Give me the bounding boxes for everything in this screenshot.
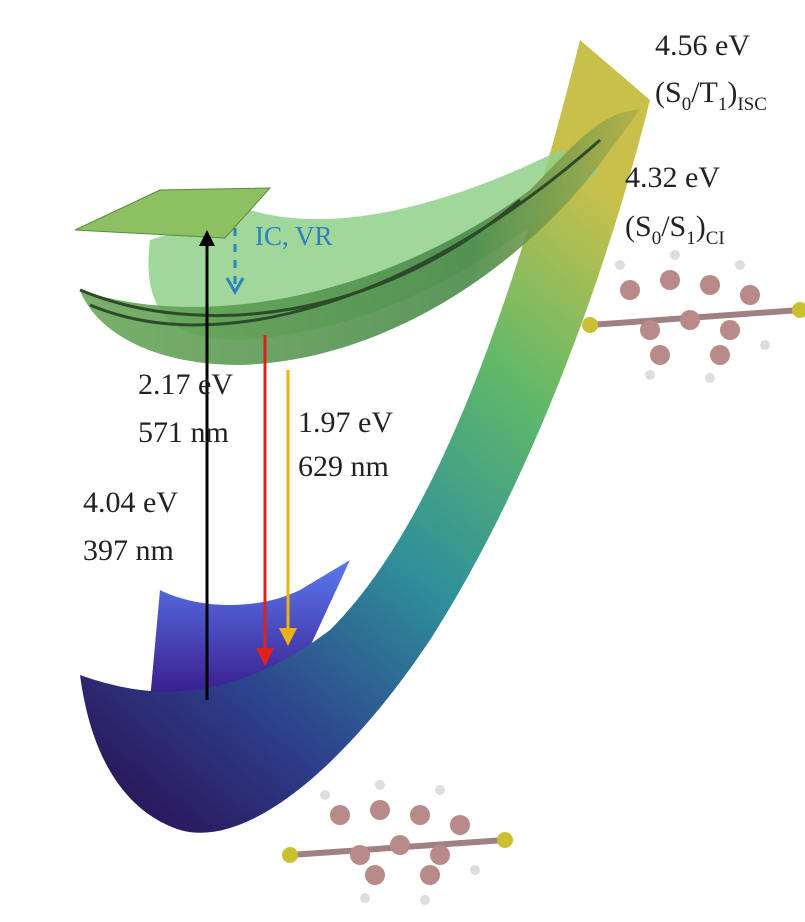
molecule-bottom: [282, 780, 513, 905]
transition-wavelength: 629 nm: [298, 450, 389, 483]
label-subscript: 0: [652, 228, 662, 249]
energy-label: 4.56 eV: [655, 29, 750, 62]
transition-energy: 2.17 eV: [138, 368, 233, 401]
transition-energy: 4.04 eV: [83, 486, 178, 519]
transition-wavelength: 397 nm: [83, 534, 174, 567]
label-subscript: CI: [706, 228, 725, 249]
label-part: ): [696, 210, 706, 243]
label-subscript: 1: [686, 228, 696, 249]
label-part: (S: [625, 210, 652, 243]
label-part: /S: [661, 210, 686, 243]
relaxation-label: IC, VR: [255, 221, 333, 251]
energy-label: 4.32 eV: [625, 161, 720, 194]
transition-energy: 1.97 eV: [298, 406, 393, 439]
label-subscript: 0: [682, 94, 692, 115]
label-part: /T: [691, 76, 718, 109]
label-part: (S: [655, 76, 682, 109]
crossing-label: (S0/S1)CI: [625, 210, 725, 249]
label-subscript: 1: [718, 94, 728, 115]
transition-wavelength: 571 nm: [138, 416, 229, 449]
crossing-label: (S0/T1)ISC: [655, 76, 767, 115]
diagram: 4.56 eV (S0/T1)ISC 4.32 eV (S0/S1)CI IC,…: [0, 0, 805, 922]
label-subscript: ISC: [737, 94, 767, 115]
label-part: ): [727, 76, 737, 109]
molecule-top: [582, 250, 805, 383]
